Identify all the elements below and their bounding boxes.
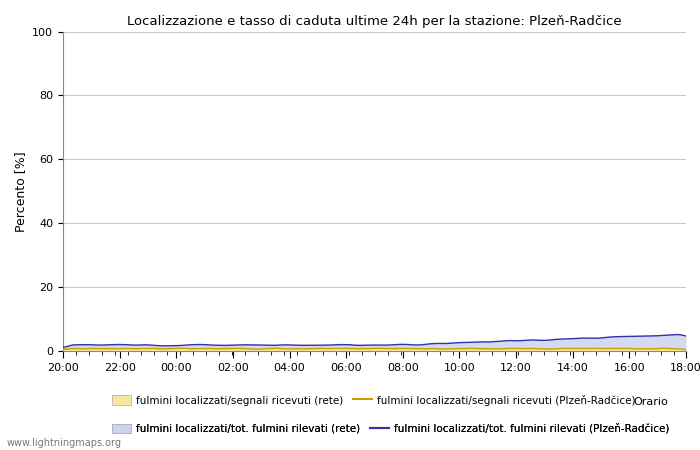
Legend: fulmini localizzati/tot. fulmini rilevati (rete), fulmini localizzati/tot. fulmi: fulmini localizzati/tot. fulmini rilevat… (112, 423, 670, 434)
Text: Orario: Orario (634, 397, 668, 407)
Text: www.lightningmaps.org: www.lightningmaps.org (7, 438, 122, 448)
Title: Localizzazione e tasso di caduta ultime 24h per la stazione: Plzeň-Radčice: Localizzazione e tasso di caduta ultime … (127, 14, 622, 27)
Y-axis label: Percento [%]: Percento [%] (14, 151, 27, 232)
